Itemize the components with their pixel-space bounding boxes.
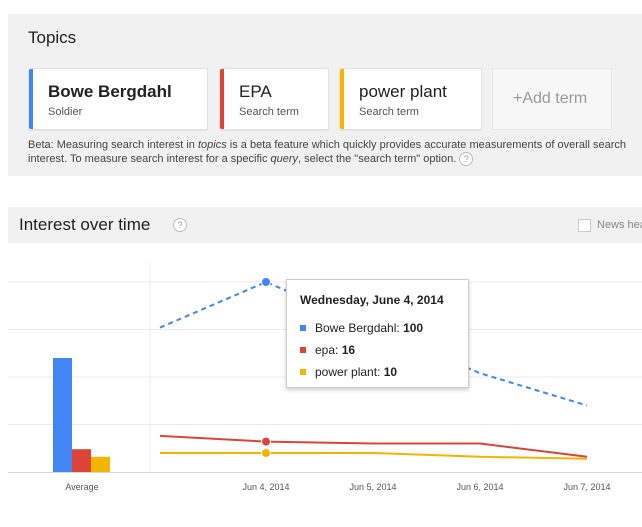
term-card-bowe-bergdahl[interactable]: Bowe Bergdahl Soldier xyxy=(28,68,208,130)
tooltip-value: 10 xyxy=(383,365,398,379)
tooltip-label: epa: xyxy=(315,343,342,357)
term-type: Search term xyxy=(359,106,419,118)
average-bar-bowe-bergdahl xyxy=(53,358,72,472)
beta-note-mid: is a beta feature which quickly provides… xyxy=(28,139,626,165)
term-color-bar xyxy=(340,69,344,129)
tooltip-swatch xyxy=(300,368,306,375)
help-icon[interactable]: ? xyxy=(459,152,474,167)
hover-point xyxy=(261,436,271,447)
average-bar-power-plant xyxy=(91,456,110,472)
topics-panel: Topics Bowe Bergdahl Soldier EPA Search … xyxy=(8,14,642,176)
term-type: Search term xyxy=(239,106,299,118)
interest-chart: Average Jun 4, 2014 Jun 5, 2014 Jun 6, 2014… xyxy=(8,263,642,492)
series-line-power-plant xyxy=(160,452,588,460)
hover-point xyxy=(261,448,271,458)
tooltip-swatch xyxy=(300,346,306,353)
term-type: Soldier xyxy=(48,106,83,118)
beta-note-prefix: Beta: Measuring search interest in xyxy=(28,139,198,151)
hover-point xyxy=(261,277,271,287)
series-line-epa xyxy=(159,434,588,458)
x-tick-label-average: Average xyxy=(65,482,98,492)
term-color-bar xyxy=(29,69,33,129)
tooltip-row: epa: 16 xyxy=(300,343,355,357)
news-headlines-label: News hea xyxy=(597,219,642,231)
beta-note-query: query xyxy=(270,153,299,165)
x-tick-label: Jun 7, 2014 xyxy=(563,482,610,492)
tooltip-label: power plant: xyxy=(315,365,384,379)
average-bar-epa xyxy=(72,449,91,472)
tooltip-row: power plant: 10 xyxy=(300,365,397,379)
add-term-button[interactable]: +Add term xyxy=(492,68,612,130)
tooltip-date: Wednesday, June 4, 2014 xyxy=(300,293,444,307)
term-name: EPA xyxy=(239,82,272,101)
interest-over-time-title: Interest over time xyxy=(19,215,151,234)
news-headlines-checkbox[interactable] xyxy=(578,219,591,232)
x-tick-label: Jun 6, 2014 xyxy=(456,482,503,492)
beta-note-topics: topics xyxy=(197,139,227,151)
tooltip-label: Bowe Bergdahl: xyxy=(315,321,404,335)
beta-note: Beta: Measuring search interest in topic… xyxy=(28,138,628,167)
tooltip-swatch xyxy=(300,324,306,331)
term-card-power-plant[interactable]: power plant Search term xyxy=(339,68,482,130)
x-tick-label: Jun 4, 2014 xyxy=(242,482,289,492)
term-name: power plant xyxy=(359,82,447,101)
x-tick-label: Jun 5, 2014 xyxy=(349,482,396,492)
topics-title: Topics xyxy=(28,28,77,47)
help-icon[interactable]: ? xyxy=(173,218,187,232)
tooltip-value: 16 xyxy=(341,343,356,357)
tooltip-row: Bowe Bergdahl: 100 xyxy=(300,321,423,335)
term-card-epa[interactable]: EPA Search term xyxy=(219,68,329,130)
tooltip-value: 100 xyxy=(403,321,424,335)
add-term-label: +Add term xyxy=(513,90,588,107)
chart-tooltip: Wednesday, June 4, 2014 Bowe Bergdahl: 1… xyxy=(286,279,469,388)
term-color-bar xyxy=(220,69,224,129)
interest-header: Interest over time ? News hea xyxy=(8,207,642,243)
beta-note-suffix: , select the "search term" option. xyxy=(298,153,457,165)
term-name: Bowe Bergdahl xyxy=(48,82,172,101)
series-line-bowe-bergdahl xyxy=(159,280,588,407)
